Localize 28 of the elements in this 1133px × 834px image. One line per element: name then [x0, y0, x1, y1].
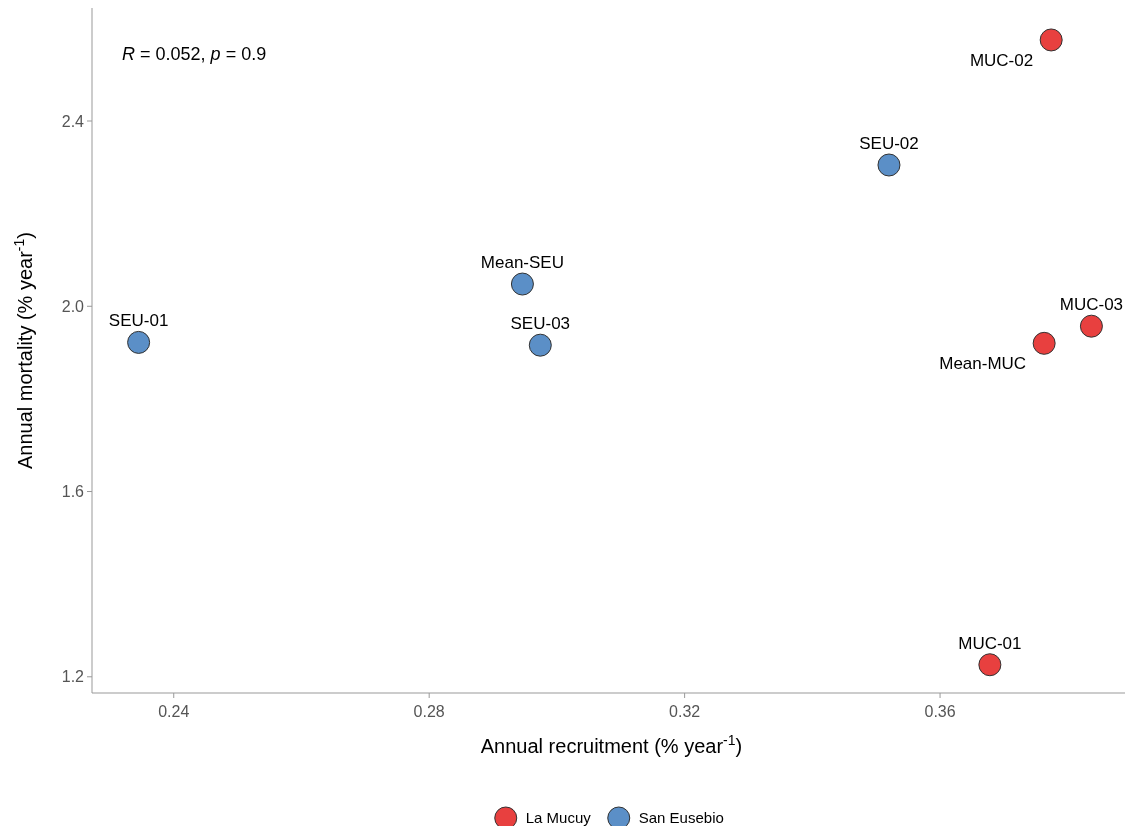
y-tick-label: 1.6	[61, 483, 85, 501]
annotation: SEU-02	[859, 134, 919, 154]
x-tick-label: 0.28	[413, 703, 445, 720]
x-tick-label: 0.36	[924, 703, 956, 720]
annotation: MUC-02	[969, 50, 1034, 70]
annotation: MUC-01	[958, 633, 1022, 653]
x-axis-title: Annual recruitment (% year$^{-1}$)	[480, 732, 743, 757]
y-tick-label: 1.2	[61, 668, 85, 686]
annotation: SEU-03	[510, 314, 571, 334]
point	[1039, 28, 1063, 52]
annotation: R = 0.052, p = 0.9	[122, 44, 267, 64]
point	[877, 153, 901, 177]
annotation: Mean-SEU	[480, 253, 564, 273]
y-tick-label: 2.0	[61, 297, 85, 315]
point	[1032, 331, 1056, 355]
legend-label: La Mucuy	[525, 809, 592, 827]
point	[978, 653, 1002, 677]
annotation: SEU-01	[108, 311, 169, 331]
point	[528, 333, 552, 357]
point	[127, 330, 151, 354]
y-tick-label: 2.4	[61, 112, 85, 130]
x-tick-label: 0.32	[669, 703, 701, 720]
annotation: MUC-03	[1059, 295, 1124, 315]
point	[510, 272, 534, 296]
annotation: Mean-MUC	[939, 354, 1027, 374]
legend-label: San Eusebio	[638, 809, 724, 827]
point	[1079, 314, 1103, 338]
x-tick-label: 0.24	[158, 703, 190, 720]
